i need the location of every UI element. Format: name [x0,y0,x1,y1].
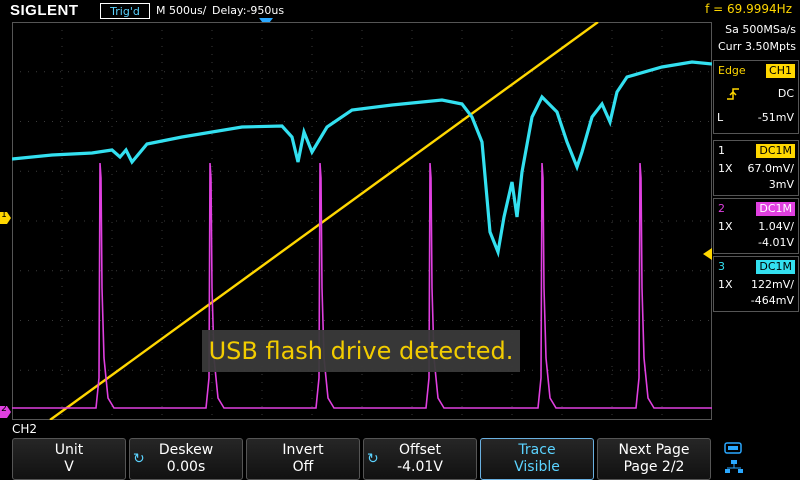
offset-softkey[interactable]: ↻ Offset -4.01V [363,438,477,480]
ch3-number: 3 [718,260,725,273]
softkey-label: Invert [282,442,324,458]
ch1-scale: 67.0mV/ [747,162,794,175]
rotary-knob-icon: ↻ [367,451,379,467]
trigger-level-value: -51mV [757,111,794,124]
softkey-menu: Unit V ↻ Deskew 0.00s Invert Off ↻ Offse… [12,438,712,480]
trigger-level-label: L [717,111,724,124]
softkey-value: V [64,459,74,475]
softkey-value: Visible [514,459,560,475]
network-icon [725,460,743,473]
rotary-knob-icon: ↻ [133,451,145,467]
sample-rate: Sa 500MSa/s [725,23,796,36]
ch1-trace [49,22,599,420]
softkey-label: Next Page [618,442,690,458]
usb-detected-message: USB flash drive detected. [202,330,520,372]
delay-readout[interactable]: Delay:-950us [212,4,285,17]
trigger-type: Edge [718,64,746,77]
info-side-panel: Sa 500MSa/s Curr 3.50Mpts Edge CH1 DC L … [712,22,800,480]
softkey-label: Unit [54,442,84,458]
ch1-offset-marker[interactable]: 1 [0,209,11,224]
ch2-info-box[interactable]: 2 DC1M 1X 1.04V/ -4.01V [713,198,799,254]
ch2-trace [12,162,712,409]
softkey-label: Trace [518,442,556,458]
ch3-coupling-badge: DC1M [756,260,795,274]
ch2-offset-marker[interactable]: 2 [0,403,11,418]
rising-edge-icon [727,88,739,100]
trigger-info-box[interactable]: Edge CH1 DC L -51mV [713,60,799,134]
frequency-counter: f = 69.9994Hz [705,2,792,16]
memory-depth: Curr 3.50Mpts [717,40,796,53]
ch2-offset: -4.01V [758,236,794,249]
ch2-probe: 1X [718,220,733,233]
next-page-softkey[interactable]: Next Page Page 2/2 [597,438,711,480]
ch3-scale: 122mV/ [751,278,794,291]
ch2-number: 2 [718,202,725,215]
trigger-level-marker-icon[interactable] [703,248,712,260]
ch2-scale: 1.04V/ [758,220,794,233]
invert-softkey[interactable]: Invert Off [246,438,360,480]
trigger-status-badge: Trig'd [100,3,150,19]
ch1-offset: 3mV [768,178,794,191]
softkey-value: Page 2/2 [623,459,685,475]
ch3-probe: 1X [718,278,733,291]
softkey-label: Deskew [158,442,214,458]
trigger-source-badge: CH1 [766,64,795,78]
ch3-info-box[interactable]: 3 DC1M 1X 122mV/ -464mV [713,256,799,312]
trigger-coupling: DC [777,87,794,100]
ch3-trace [12,60,712,258]
menu-title: CH2 [12,422,38,436]
softkey-value: Off [292,459,314,475]
ch3-offset: -464mV [750,294,794,307]
timebase-readout[interactable]: M 500us/ [156,4,207,17]
softkey-value: -4.01V [397,459,443,475]
unit-softkey[interactable]: Unit V [12,438,126,480]
ch1-info-box[interactable]: 1 DC1M 1X 67.0mV/ 3mV [713,140,799,196]
softkey-value: 0.00s [166,459,206,475]
ch2-coupling-badge: DC1M [756,202,795,216]
brand-logo: SIGLENT [10,2,79,19]
softkey-label: Offset [398,442,442,458]
ch1-coupling-badge: DC1M [756,144,795,158]
usb-icon [724,442,742,454]
deskew-softkey[interactable]: ↻ Deskew 0.00s [129,438,243,480]
ch1-number: 1 [718,144,725,157]
top-status-bar: SIGLENT Trig'd M 500us/ Delay:-950us f =… [0,0,800,27]
ch1-probe: 1X [718,162,733,175]
trace-softkey[interactable]: Trace Visible [480,438,594,480]
